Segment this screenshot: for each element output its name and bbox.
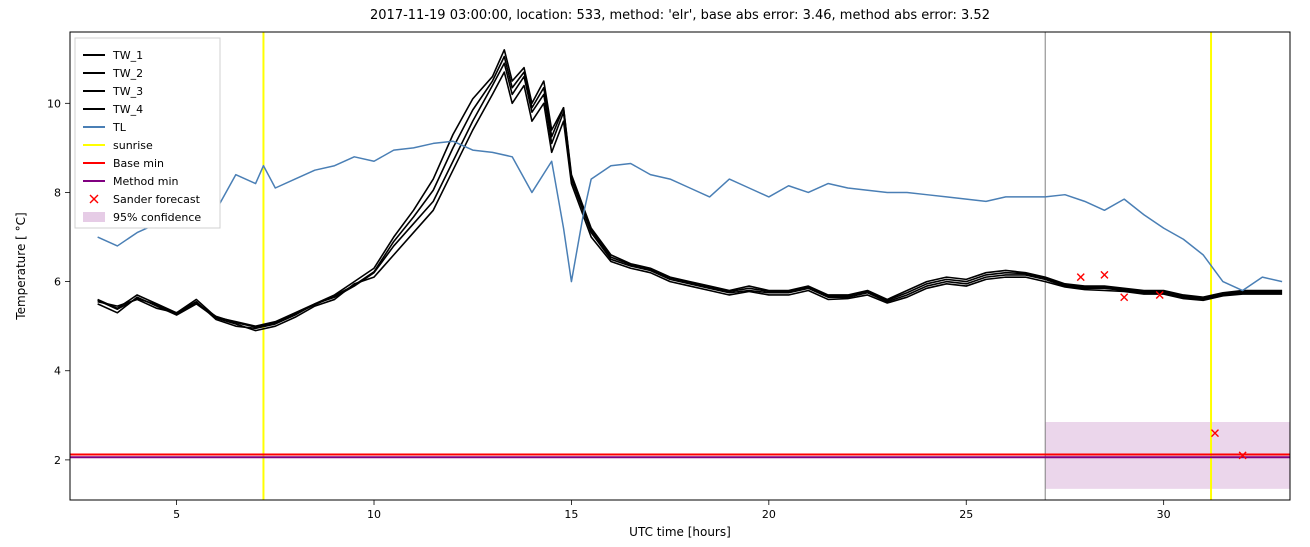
xtick-label-0: 5 [173, 508, 180, 521]
legend: TW_1 TW_2 TW_3 TW_4 TL sunrise Base min Method … [75, 38, 220, 228]
legend-sample-9 [83, 212, 105, 222]
legend-label-6: Base min [113, 157, 164, 170]
xtick-label-1: 10 [367, 508, 381, 521]
legend-label-9: 95% confidence [113, 211, 201, 224]
legend-label-4: TL [112, 121, 127, 134]
ytick-label-3: 8 [54, 186, 61, 199]
chart-svg: 5 10 15 20 25 30 2 4 6 8 10 UTC time [hours] Tempera… [0, 0, 1310, 547]
plot-title: 2017-11-19 03:00:00, location: 533, meth… [370, 8, 990, 23]
legend-label-3: TW_4 [112, 103, 143, 116]
xtick-label-2: 15 [564, 508, 578, 521]
ytick-label-0: 2 [54, 454, 61, 467]
ytick-label-1: 4 [54, 365, 61, 378]
legend-label-2: TW_3 [112, 85, 143, 98]
legend-label-1: TW_2 [112, 67, 143, 80]
legend-label-0: TW_1 [112, 49, 143, 62]
xtick-label-4: 25 [959, 508, 973, 521]
xtick-label-3: 20 [762, 508, 776, 521]
legend-label-7: Method min [113, 175, 179, 188]
ylabel: Temperature [ °C] [14, 212, 28, 320]
ytick-label-2: 6 [54, 276, 61, 289]
xlabel: UTC time [hours] [629, 525, 731, 539]
xtick-label-5: 30 [1157, 508, 1171, 521]
legend-label-8: Sander forecast [113, 193, 201, 206]
chart-container: 5 10 15 20 25 30 2 4 6 8 10 UTC time [hours] Tempera… [0, 0, 1310, 547]
legend-label-5: sunrise [113, 139, 153, 152]
ytick-label-4: 10 [47, 97, 61, 110]
